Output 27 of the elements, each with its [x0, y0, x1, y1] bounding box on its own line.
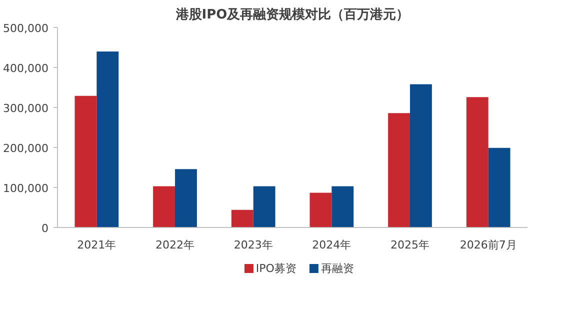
- y-tick-label: 0: [42, 222, 48, 235]
- bar: [332, 186, 354, 228]
- bar: [466, 97, 488, 228]
- x-tick-label: 2025年: [390, 238, 430, 252]
- legend-label: 再融资: [320, 262, 354, 275]
- bar: [74, 96, 97, 228]
- y-tick-label: 100,000: [3, 182, 49, 195]
- bar: [96, 52, 119, 228]
- bar: [388, 113, 410, 228]
- bar: [410, 84, 432, 228]
- bar: [153, 186, 175, 228]
- x-tick-label: 2022年: [156, 238, 195, 252]
- bar: [175, 169, 197, 228]
- y-tick-label: 300,000: [3, 102, 49, 115]
- legend-label: IPO募资: [256, 262, 296, 275]
- bar: [310, 192, 332, 228]
- x-tick-label: 2024年: [312, 238, 352, 252]
- x-tick-label: 2026前7月: [460, 238, 517, 252]
- y-tick-label: 500,000: [3, 22, 49, 35]
- x-tick-label: 2021年: [77, 238, 116, 252]
- x-tick-label: 2023年: [234, 238, 273, 252]
- bar: [488, 148, 510, 228]
- bar: [231, 210, 254, 228]
- chart-title: 港股IPO及再融资规模对比（百万港元）: [174, 8, 410, 22]
- y-tick-label: 200,000: [3, 142, 49, 155]
- bar: [253, 186, 276, 228]
- y-tick-label: 400,000: [3, 62, 49, 75]
